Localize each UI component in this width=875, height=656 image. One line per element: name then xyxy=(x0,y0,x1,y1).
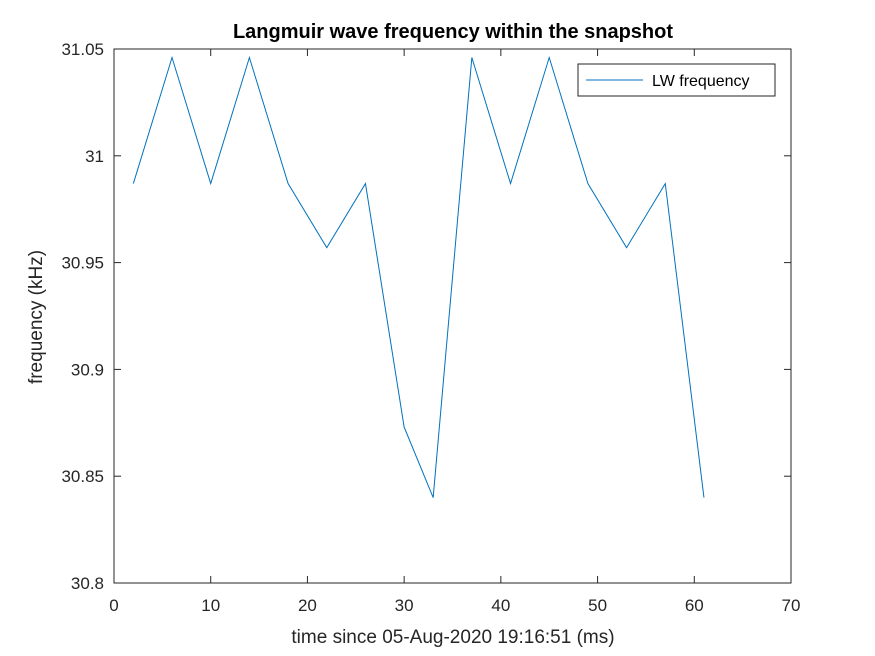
x-tick-label: 50 xyxy=(588,596,607,615)
legend: LW frequency xyxy=(577,63,776,97)
axes-frame xyxy=(113,48,792,584)
series-line-0 xyxy=(132,55,705,498)
chart-title: Langmuir wave frequency within the snaps… xyxy=(233,21,673,43)
x-tick-label: 0 xyxy=(109,596,118,615)
series-layer xyxy=(132,55,705,498)
y-tick-label: 30.8 xyxy=(71,574,104,593)
x-tick-label: 40 xyxy=(491,596,510,615)
plot-area xyxy=(114,49,791,583)
legend-label-lw-frequency: LW frequency xyxy=(652,73,750,90)
x-axis-label: time since 05-Aug-2020 19:16:51 (ms) xyxy=(291,627,614,648)
x-tick-label: 60 xyxy=(685,596,704,615)
y-tick-label: 31.05 xyxy=(61,40,104,59)
axes-layer xyxy=(113,48,792,584)
x-tick-label: 70 xyxy=(782,596,801,615)
y-tick-label: 30.9 xyxy=(71,360,104,379)
ticks-layer: 0 10 20 30 40 50 60 70 30.8 30.85 30.9 30.95 31 31.05 xyxy=(61,40,800,615)
y-tick-label: 30.85 xyxy=(61,467,104,486)
y-tick-label: 31 xyxy=(85,147,104,166)
y-axis-label: frequency (kHz) xyxy=(26,250,47,384)
x-tick-label: 30 xyxy=(395,596,414,615)
x-tick-label: 10 xyxy=(201,596,220,615)
x-tick-label: 20 xyxy=(298,596,317,615)
y-tick-label: 30.95 xyxy=(61,254,104,273)
